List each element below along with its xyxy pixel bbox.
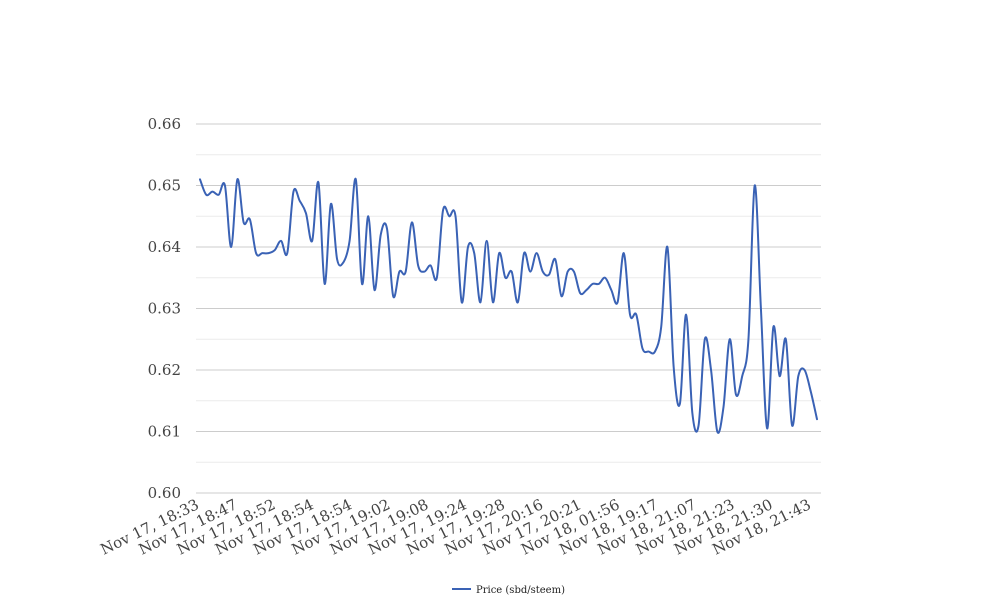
y-axis: 0.60 0.61 0.62 0.63 0.64 0.65 0.66 xyxy=(148,115,181,502)
legend: Price (sbd/steem) xyxy=(452,585,565,596)
series-line-price xyxy=(199,178,818,434)
y-tick-label: 0.64 xyxy=(148,238,181,256)
y-tick-label: 0.62 xyxy=(148,361,181,379)
y-tick-label: 0.60 xyxy=(148,484,181,502)
legend-label: Price (sbd/steem) xyxy=(476,585,565,596)
y-tick-label: 0.63 xyxy=(148,300,181,318)
grid-lines xyxy=(196,123,821,494)
y-tick-label: 0.65 xyxy=(148,177,181,195)
y-tick-label: 0.66 xyxy=(148,115,181,133)
y-tick-label: 0.61 xyxy=(148,423,181,441)
